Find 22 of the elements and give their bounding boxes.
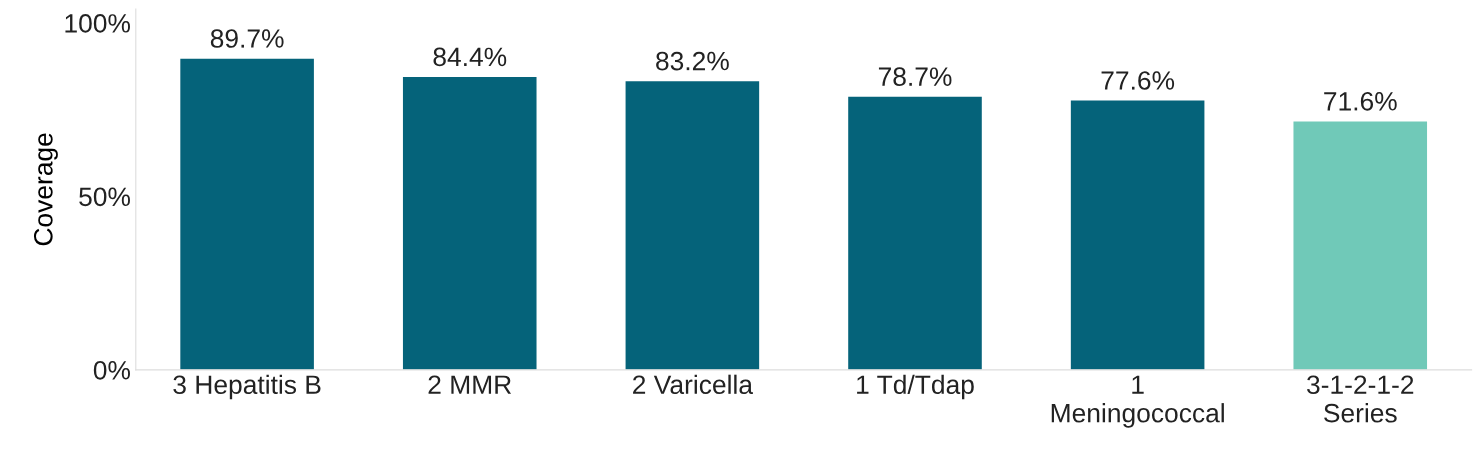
x-tick-label: 1 Td/Tdap [857,374,974,400]
data-label: 78.7% [878,67,952,87]
x-tick-label: 2 MMR [428,375,512,394]
y-tick-label: 50% [79,187,130,207]
bar [1293,121,1428,370]
x-tick-label: 3 Hepatitis B [173,374,321,400]
bar [402,77,537,370]
x-tick-label: 3-1-2-1-2 Series [1307,375,1414,423]
x-tick-label: 1 Meningococcal [1051,375,1224,428]
bar [625,81,760,370]
data-label: 84.4% [433,47,507,67]
y-axis-title: Coverage [33,133,58,246]
data-label: 83.2% [656,51,729,71]
data-label: 89.7% [210,29,284,48]
bar [1070,100,1205,370]
bar [848,96,982,370]
y-tick-label: 100% [65,14,130,33]
data-label: 77.6% [1101,71,1175,90]
y-tick-label: 0% [93,360,130,380]
x-tick-label: 2 Varicella [633,374,753,395]
bar [180,58,314,370]
data-label: 71.6% [1324,91,1397,111]
